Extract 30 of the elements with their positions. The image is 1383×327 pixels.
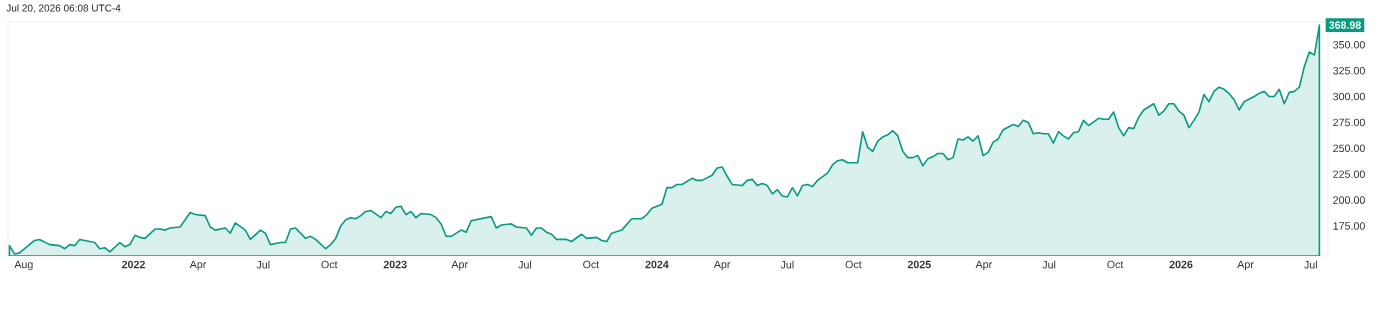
x-tick-label: Apr xyxy=(713,260,731,271)
y-tick-label: 175.00 xyxy=(1333,222,1365,230)
x-tick-label: Apr xyxy=(975,260,992,271)
y-tick-label: 225.00 xyxy=(1333,170,1365,178)
x-tick-label: 2022 xyxy=(122,260,145,269)
x-tick-label: Apr xyxy=(189,260,207,271)
text: Jul 20, 2026 06:08 UTC-4 xyxy=(6,4,121,13)
annotation: 368.98 xyxy=(1328,21,1361,29)
y-tick-label: 325.00 xyxy=(1333,66,1365,75)
x-tick-label: Jul xyxy=(1042,260,1056,269)
x-tick-label: Jul xyxy=(780,260,794,269)
y-tick-label: 350.00 xyxy=(1333,41,1365,49)
y-tick-label: 250.00 xyxy=(1333,144,1365,153)
x-tick-label: Oct xyxy=(583,260,600,269)
y-tick-label: 300.00 xyxy=(1333,92,1365,101)
x-tick-label: 2025 xyxy=(907,260,931,269)
y-tick-label: 200.00 xyxy=(1333,196,1365,204)
x-tick-label: Oct xyxy=(845,260,862,269)
x-tick-label: Apr xyxy=(451,260,468,271)
x-tick-label: Aug xyxy=(14,260,33,271)
y-tick-label: 275.00 xyxy=(1333,118,1365,127)
x-tick-label: 2023 xyxy=(383,260,407,269)
x-tick-label: Jul xyxy=(256,260,270,269)
x-tick-label: Jul xyxy=(518,260,532,269)
x-tick-label: Oct xyxy=(1107,260,1124,269)
x-tick-label: 2026 xyxy=(1169,260,1193,269)
x-tick-label: Oct xyxy=(321,260,338,269)
x-tick-label: 2024 xyxy=(645,260,669,269)
x-tick-label: Apr xyxy=(1237,260,1254,271)
x-tick-label: Jul xyxy=(1304,260,1317,269)
